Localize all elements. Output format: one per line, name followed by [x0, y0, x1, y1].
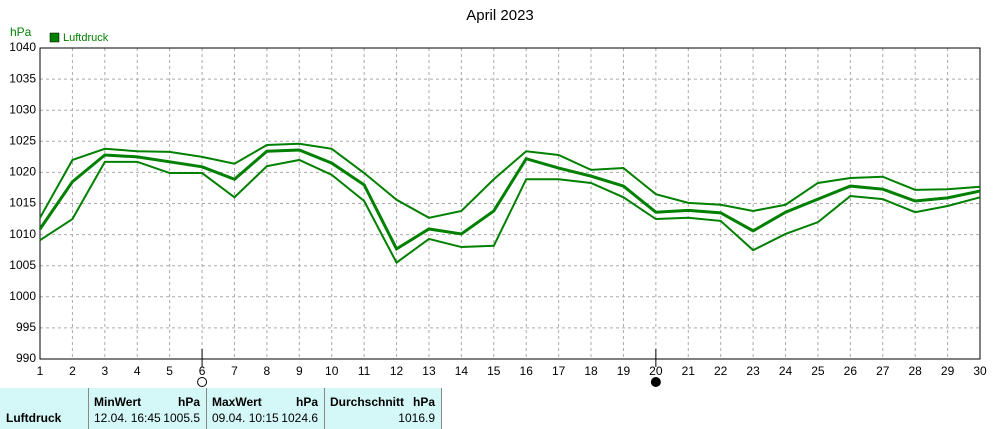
stats-unit: hPa [413, 395, 435, 409]
stats-empty [442, 388, 1000, 429]
stats-unit: hPa [296, 395, 318, 409]
x-tick-label: 30 [973, 364, 987, 378]
moon-phase [197, 377, 208, 387]
x-tick-label: 1 [37, 364, 44, 378]
x-tick-label: 15 [487, 364, 501, 378]
stats-time: 12.04. 16:45 [94, 411, 161, 425]
y-tick-label: 1030 [9, 102, 36, 116]
x-tick-label: 22 [714, 364, 728, 378]
x-tick-label: 6 [199, 364, 206, 378]
stats-time: 09.04. 10:15 [212, 411, 279, 425]
x-tick-label: 10 [325, 364, 339, 378]
y-tick-label: 1040 [9, 40, 36, 54]
stats-value: 1024.6 [281, 411, 318, 425]
x-tick-label: 28 [908, 364, 922, 378]
x-tick-label: 14 [455, 364, 469, 378]
x-tick-label: 25 [811, 364, 825, 378]
stats-header: Durchschnitt [330, 395, 404, 409]
y-tick-label: 1020 [9, 165, 36, 179]
stats-header: MinWert [94, 395, 141, 409]
stats-label: Luftdruck [6, 411, 62, 425]
x-tick-label: 26 [844, 364, 858, 378]
x-tick-label: 5 [166, 364, 173, 378]
x-tick-label: 18 [584, 364, 598, 378]
line-max [39, 142, 981, 219]
x-tick-label: 11 [358, 364, 371, 378]
chart-title: April 2023 [466, 7, 534, 24]
x-tick-label: 2 [69, 364, 76, 378]
stats-unit: hPa [178, 395, 200, 409]
x-tick-label: 21 [682, 364, 696, 378]
y-tick-label: 990 [16, 351, 36, 365]
stats-value: 1016.9 [398, 411, 435, 425]
x-tick-label: 4 [134, 364, 141, 378]
y-tick-label: 995 [16, 320, 36, 334]
x-tick-label: 29 [941, 364, 955, 378]
y-tick-label: 1035 [9, 71, 36, 85]
x-tick-label: 24 [779, 364, 793, 378]
stats-header: MaxWert [212, 395, 262, 409]
x-tick-label: 13 [422, 364, 436, 378]
stats-value: 1005.5 [163, 411, 200, 425]
x-tick-label: 20 [649, 364, 663, 378]
x-tick-label: 8 [264, 364, 271, 378]
x-tick-label: 19 [617, 364, 631, 378]
y-tick-label: 1015 [9, 196, 36, 210]
x-tick-label: 3 [101, 364, 108, 378]
x-tick-label: 17 [552, 364, 566, 378]
x-tick-label: 12 [390, 364, 404, 378]
line-min [39, 158, 981, 265]
y-unit: hPa [10, 25, 32, 39]
y-tick-label: 1005 [9, 258, 36, 272]
legend-label: Luftdruck [63, 32, 109, 44]
line-values [38, 148, 981, 252]
x-tick-label: 23 [746, 364, 760, 378]
x-tick-label: 16 [520, 364, 534, 378]
x-tick-label: 7 [231, 364, 238, 378]
y-tick-label: 1010 [9, 227, 36, 241]
legend-swatch [49, 32, 60, 43]
y-tick-label: 1000 [9, 289, 36, 303]
moon-phase [650, 377, 661, 387]
y-tick-label: 1025 [9, 133, 36, 147]
plot-border [39, 47, 981, 360]
x-tick-label: 9 [296, 364, 303, 378]
x-tick-label: 27 [876, 364, 890, 378]
